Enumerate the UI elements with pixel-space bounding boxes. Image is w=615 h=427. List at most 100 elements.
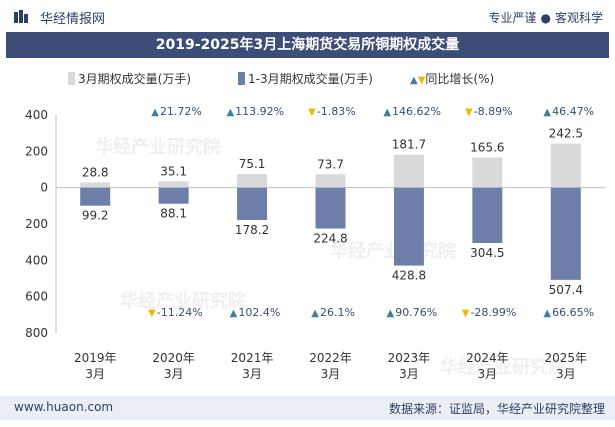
y-tick-label: 400 [25, 108, 48, 122]
y-tick-label: 0 [40, 181, 48, 195]
monthly-bar [80, 182, 111, 188]
growth-label: -8.89% [474, 105, 513, 118]
growth-label: -11.24% [157, 306, 203, 319]
growth-up-arrow: ▲ [311, 308, 319, 319]
x-tick-label: 2019年 [74, 351, 117, 365]
watermark: 华经产业研究院 [120, 291, 246, 312]
watermark: 华经产业研究院 [440, 357, 566, 378]
growth-up-arrow: ▲ [230, 308, 238, 319]
x-tick-label: 2021年 [231, 351, 274, 365]
growth-label: 46.47% [552, 105, 594, 118]
cumulative-value-label: 178.2 [235, 223, 269, 237]
monthly-bar [393, 154, 424, 188]
x-tick-label: 3月 [242, 367, 262, 381]
legend-growth-label: 同比增长(%) [425, 72, 495, 86]
cumulative-bar [158, 187, 189, 204]
x-tick-label: 3月 [321, 367, 341, 381]
monthly-value-label: 35.1 [160, 164, 187, 178]
chart-title: 2019-2025年3月上海期货交易所铜期权成交量 [155, 37, 460, 53]
growth-up-arrow: ▲ [383, 107, 391, 118]
tagline-right: 客观科学 [554, 11, 603, 25]
chart-area: 华经产业研究院 华经产业研究院 华经产业研究院 华经产业研究院 400 200 0 2… [0, 95, 615, 390]
footer-bar: www.huaon.com 数据来源：证监局，华经产业研究院整理 [0, 396, 615, 420]
cumulative-value-label: 304.5 [470, 246, 504, 260]
y-tick-label: 400 [25, 253, 48, 267]
legend-monthly-label: 3月期权成交量(万手) [78, 72, 191, 86]
growth-label: 26.1% [320, 306, 355, 319]
growth-up-arrow: ▲ [387, 308, 395, 319]
monthly-value-label: 75.1 [239, 157, 266, 171]
x-tick-label: 2025年 [545, 351, 588, 365]
watermark: 华经产业研究院 [95, 137, 221, 158]
legend-cumulative-swatch [238, 72, 245, 85]
monthly-value-label: 181.7 [392, 138, 426, 152]
top-bar: 华经情报网 专业严谨 ● 客观科学 [0, 0, 615, 32]
monthly-bar [550, 143, 581, 188]
growth-up-arrow: ▲ [226, 107, 234, 118]
cumulative-bar [80, 187, 111, 206]
growth-down-arrow: ▼ [462, 308, 470, 319]
growth-label: -1.83% [317, 105, 356, 118]
growth-label: 66.65% [552, 306, 594, 319]
x-tick-label: 3月 [478, 367, 498, 381]
y-tick-label: 200 [25, 144, 48, 158]
growth-label: 21.72% [160, 105, 202, 118]
tagline: 专业严谨 ● 客观科学 [488, 9, 603, 26]
cumulative-bar [315, 187, 346, 229]
watermark: 华经产业研究院 [330, 241, 456, 262]
x-tick-label: 3月 [164, 367, 184, 381]
monthly-value-label: 73.7 [317, 157, 344, 171]
x-tick-label: 2022年 [309, 351, 352, 365]
monthly-value-label: 242.5 [549, 127, 583, 141]
growth-label: 90.76% [395, 306, 437, 319]
x-tick-label: 3月 [399, 367, 419, 381]
x-tick-label: 2023年 [388, 351, 431, 365]
cumulative-value-label: 99.2 [82, 209, 109, 223]
x-tick-label: 2024年 [466, 351, 509, 365]
y-tick-label: 200 [25, 217, 48, 231]
monthly-bar [237, 174, 268, 188]
monthly-bar [315, 174, 346, 188]
chart-legend: 3月期权成交量(万手) 1-3月期权成交量(万手) ▲▼同比增长(%) [0, 70, 615, 88]
y-tick-label: 800 [25, 326, 48, 340]
cumulative-bar [472, 187, 503, 243]
monthly-value-label: 165.6 [470, 141, 504, 155]
bar-chart: 400 200 0 200 400 600 800 28.8 99.2 2019年 3月 35.1 88… [25, 105, 605, 381]
footer-source: 数据来源：证监局，华经产业研究院整理 [388, 402, 605, 416]
legend-cumulative-label: 1-3月期权成交量(万手) [248, 72, 373, 86]
growth-down-arrow: ▼ [148, 308, 156, 319]
growth-label: 102.4% [238, 306, 280, 319]
monthly-bar [158, 181, 189, 188]
cumulative-bar [393, 187, 424, 266]
triangle-down-icon: ▼ [417, 75, 426, 86]
brand-name: 华经情报网 [40, 12, 106, 27]
monthly-bar [472, 157, 503, 188]
monthly-value-label: 28.8 [82, 165, 109, 179]
title-bar: 2019-2025年3月上海期货交易所铜期权成交量 [6, 32, 609, 58]
cumulative-value-label: 224.8 [313, 232, 347, 246]
x-tick-label: 3月 [85, 367, 105, 381]
y-tick-label: 600 [25, 290, 48, 304]
triangle-up-icon: ▲ [410, 75, 418, 86]
cumulative-value-label: 507.4 [549, 283, 583, 297]
tagline-left: 专业严谨 [488, 11, 537, 25]
growth-down-arrow: ▼ [308, 107, 316, 118]
legend-growth: ▲▼同比增长(%) [410, 70, 494, 87]
growth-up-arrow: ▲ [543, 107, 551, 118]
growth-down-arrow: ▼ [465, 107, 473, 118]
legend-cumulative: 1-3月期权成交量(万手) [238, 70, 373, 87]
growth-label: -28.99% [470, 306, 516, 319]
growth-up-arrow: ▲ [151, 107, 159, 118]
tagline-separator: ● [540, 11, 551, 25]
logo-icon [14, 10, 28, 23]
growth-label: 146.62% [392, 105, 441, 118]
cumulative-bar [550, 187, 581, 280]
cumulative-bar [237, 187, 268, 221]
cumulative-value-label: 88.1 [160, 207, 187, 221]
legend-monthly-swatch [68, 72, 75, 85]
x-tick-label: 2020年 [152, 351, 195, 365]
growth-up-arrow: ▲ [543, 308, 551, 319]
footer-site: www.huaon.com [14, 400, 114, 414]
cumulative-value-label: 428.8 [392, 269, 426, 283]
